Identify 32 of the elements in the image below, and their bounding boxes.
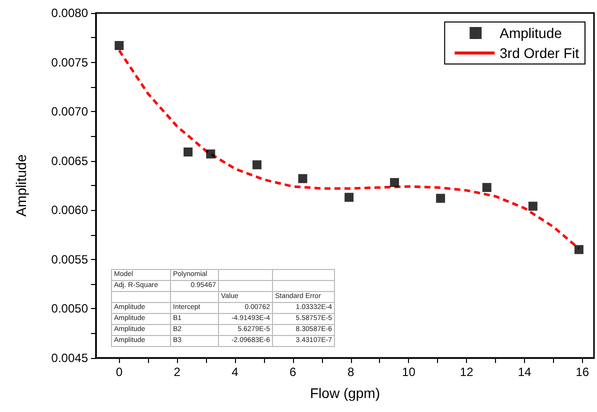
point <box>436 194 446 203</box>
x-axis-title: Flow (gpm) <box>310 385 380 401</box>
point <box>482 182 492 192</box>
x-tick-label: 10 <box>402 365 416 379</box>
x-tick-label: 4 <box>232 365 239 379</box>
y-tick-label: 0.0060 <box>51 203 88 218</box>
x-tick-label: 0 <box>116 365 123 379</box>
legend-label: Amplitude <box>500 25 562 41</box>
y-tick-label: 0.0065 <box>51 154 88 168</box>
x-tick-label: 6 <box>290 365 297 379</box>
point <box>528 202 538 211</box>
point <box>344 192 354 202</box>
point <box>574 245 584 254</box>
y-tick-label: 0.0050 <box>51 302 88 316</box>
y-tick-label: 0.0055 <box>51 252 88 266</box>
y-tick-label: 0.0045 <box>51 351 88 365</box>
legend-label: 3rd Order Fit <box>500 45 580 61</box>
x-tick-label: 16 <box>576 365 590 379</box>
point <box>390 178 400 188</box>
y-axis-title: Amplitude <box>13 154 29 217</box>
y-tick-label: 0.0070 <box>51 104 88 119</box>
point <box>114 41 124 50</box>
point <box>206 149 216 158</box>
point <box>252 160 262 170</box>
x-tick-label: 8 <box>347 365 354 379</box>
point <box>298 174 308 184</box>
point <box>184 147 193 156</box>
y-tick-label: 0.0075 <box>51 55 88 70</box>
y-tick-label: 0.0080 <box>51 6 88 20</box>
x-tick-label: 12 <box>460 365 474 379</box>
x-tick-label: 14 <box>518 365 532 379</box>
x-tick-label: 2 <box>174 365 181 379</box>
